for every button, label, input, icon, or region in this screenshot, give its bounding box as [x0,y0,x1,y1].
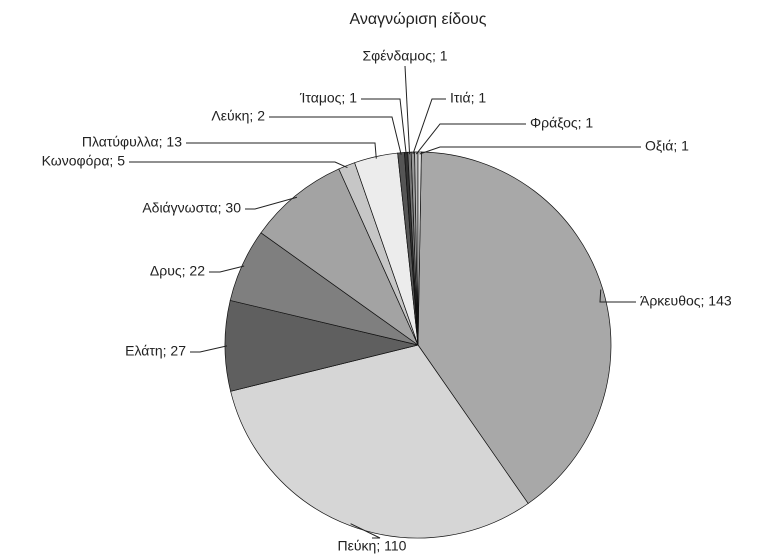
pie-slice [260,168,419,347]
data-label: Δρυς; 22 [150,263,205,279]
leader-line [415,123,526,155]
leader-line [412,98,446,155]
data-label: Πλατύφυλλα; 13 [82,134,182,150]
data-label: Άρκευθος; 143 [640,293,732,309]
data-label: Κωνοφόρα; 5 [42,153,126,169]
leader-line [269,116,402,155]
leader-line [129,161,348,168]
data-label: Ιτιά; 1 [450,90,486,106]
data-label: Αδιάγνωστα; 30 [142,200,241,216]
data-label: Πεύκη; 110 [338,538,407,554]
leader-line [350,523,381,539]
chart-title: Αναγνώριση είδους [350,11,487,28]
leader-line [190,345,228,353]
data-label: Ίταμος; 1 [299,90,357,106]
data-label: Λεύκη; 2 [211,108,265,124]
data-label: Σφένδαμος; 1 [362,48,447,64]
leader-line [209,265,245,273]
leader-line [361,98,407,155]
leader-line [419,146,641,155]
pie-slice [230,344,529,539]
leader-line [186,142,377,159]
pie-slice [417,151,612,504]
data-label: Φράξος; 1 [530,115,593,131]
data-label: Ελάτη; 27 [125,343,186,359]
leader-line [599,289,636,303]
data-label: Οξιά; 1 [645,138,689,154]
leader-line [404,65,411,155]
leader-line [245,196,298,210]
